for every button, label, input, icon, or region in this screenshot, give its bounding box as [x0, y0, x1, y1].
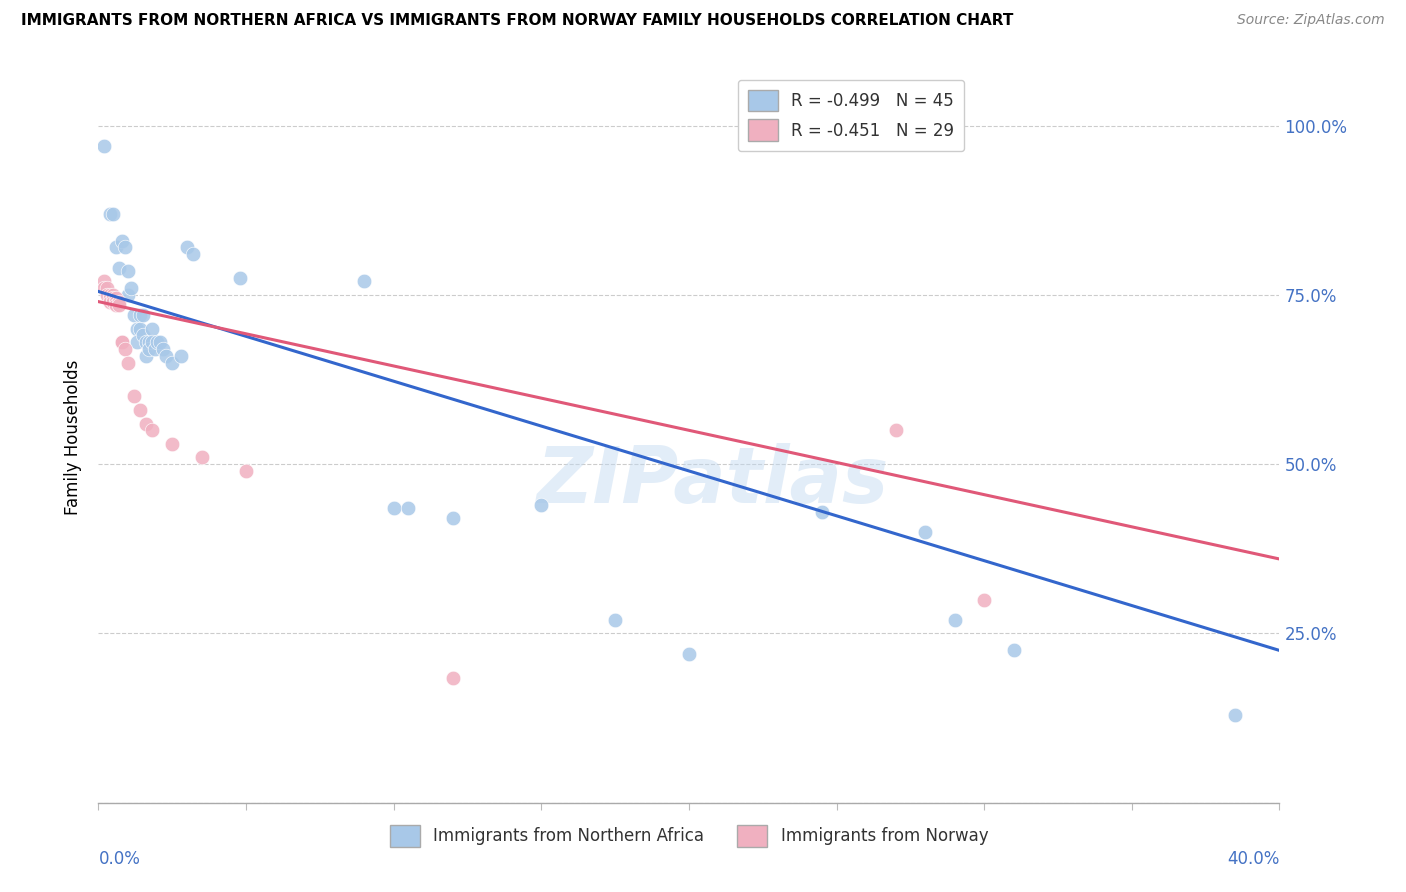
Point	[141, 322, 163, 336]
Text: 0.0%: 0.0%	[98, 850, 141, 868]
Point	[128, 403, 150, 417]
Point	[530, 498, 553, 512]
Point	[141, 335, 163, 350]
Point	[441, 671, 464, 685]
Point	[943, 613, 966, 627]
Point	[128, 322, 150, 336]
Point	[143, 342, 166, 356]
Point	[105, 298, 128, 312]
Point	[111, 335, 134, 350]
Point	[108, 294, 131, 309]
Point	[441, 511, 464, 525]
Point	[914, 524, 936, 539]
Point	[98, 294, 121, 309]
Point	[191, 450, 214, 465]
Point	[98, 206, 121, 220]
Point	[973, 592, 995, 607]
Point	[146, 335, 169, 350]
Point	[162, 437, 183, 451]
Point	[353, 274, 375, 288]
Point	[128, 308, 150, 322]
Y-axis label: Family Households: Family Households	[65, 359, 83, 515]
Point	[96, 281, 118, 295]
Legend: Immigrants from Northern Africa, Immigrants from Norway: Immigrants from Northern Africa, Immigra…	[380, 815, 998, 856]
Point	[111, 335, 134, 350]
Point	[111, 234, 134, 248]
Point	[138, 342, 160, 356]
Point	[132, 328, 155, 343]
Point	[103, 288, 125, 302]
Point	[125, 335, 148, 350]
Point	[96, 288, 118, 302]
Point	[105, 294, 128, 309]
Point	[93, 274, 115, 288]
Point	[105, 240, 128, 254]
Point	[1002, 643, 1025, 657]
Point	[122, 389, 145, 403]
Point	[170, 349, 193, 363]
Point	[884, 423, 907, 437]
Point	[117, 288, 139, 302]
Point	[108, 260, 131, 275]
Point	[810, 505, 832, 519]
Point	[135, 349, 157, 363]
Point	[108, 298, 131, 312]
Point	[382, 501, 405, 516]
Point	[93, 281, 115, 295]
Text: 40.0%: 40.0%	[1227, 850, 1279, 868]
Point	[93, 139, 115, 153]
Point	[678, 647, 700, 661]
Point	[155, 349, 177, 363]
Point	[605, 613, 627, 627]
Point	[98, 288, 121, 302]
Point	[103, 206, 125, 220]
Point	[114, 240, 136, 254]
Point	[149, 335, 172, 350]
Point	[162, 355, 183, 369]
Point	[122, 308, 145, 322]
Point	[114, 342, 136, 356]
Point	[235, 464, 257, 478]
Point	[105, 291, 128, 305]
Point	[135, 335, 157, 350]
Text: Source: ZipAtlas.com: Source: ZipAtlas.com	[1237, 13, 1385, 28]
Point	[1223, 707, 1246, 722]
Point	[396, 501, 419, 516]
Point	[138, 335, 160, 350]
Point	[117, 264, 139, 278]
Point	[152, 342, 174, 356]
Point	[141, 423, 163, 437]
Point	[120, 281, 142, 295]
Point	[135, 417, 157, 431]
Point	[98, 291, 121, 305]
Point	[125, 322, 148, 336]
Point	[132, 308, 155, 322]
Text: IMMIGRANTS FROM NORTHERN AFRICA VS IMMIGRANTS FROM NORWAY FAMILY HOUSEHOLDS CORR: IMMIGRANTS FROM NORTHERN AFRICA VS IMMIG…	[21, 13, 1014, 29]
Point	[103, 291, 125, 305]
Point	[176, 240, 198, 254]
Point	[103, 294, 125, 309]
Text: ZIPatlas: ZIPatlas	[537, 443, 889, 519]
Point	[181, 247, 204, 261]
Point	[117, 355, 139, 369]
Point	[229, 271, 252, 285]
